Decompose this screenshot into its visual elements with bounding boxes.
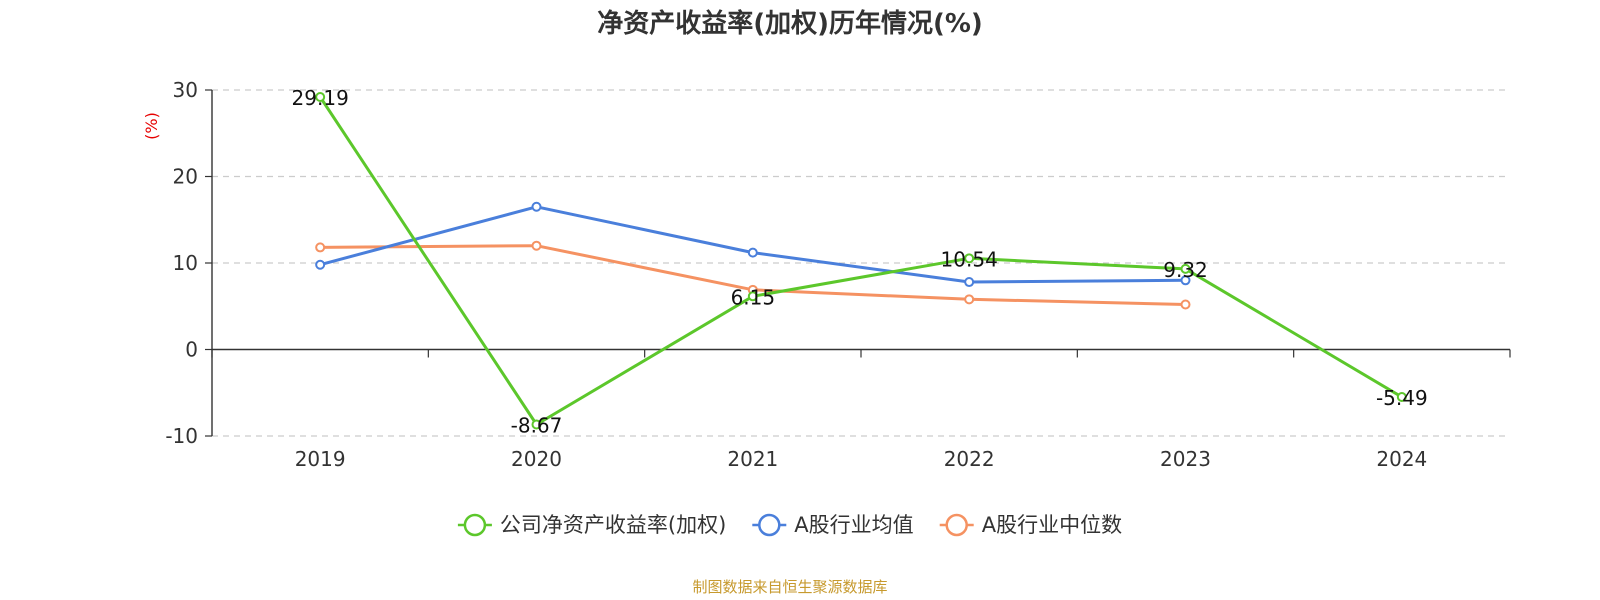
series-point[interactable] (1180, 263, 1191, 274)
series (315, 92, 1407, 430)
grid (212, 89, 1510, 437)
series-line (318, 96, 1403, 426)
chart-title: 净资产收益率(加权)历年情况(%) (597, 8, 983, 39)
series-point[interactable] (531, 419, 542, 430)
legend-label: A股行业均值 (794, 513, 913, 537)
legend-item[interactable]: 公司净资产收益率(加权) (457, 513, 726, 537)
data-label: 9.32 (1163, 258, 1208, 282)
series-point[interactable] (1180, 299, 1191, 310)
series-point[interactable] (1396, 391, 1407, 402)
legend-circle-icon (758, 513, 781, 537)
x-tick-label: 2024 (1376, 447, 1427, 471)
axes: -10 0 10 20 30 2019 2020 2021 2022 2023 2024 (165, 78, 1511, 471)
legend-label: 公司净资产收益率(加权) (500, 513, 726, 537)
y-tick-label: 30 (173, 78, 198, 102)
data-label: 29.19 (292, 86, 349, 110)
series-point[interactable] (964, 294, 975, 305)
x-tick-label: 2020 (511, 447, 562, 471)
series-point[interactable] (964, 253, 975, 264)
series-point[interactable] (964, 277, 975, 288)
legend-item[interactable]: A股行业中位数 (939, 513, 1122, 537)
series-point[interactable] (1180, 275, 1191, 286)
source-note: 制图数据来自恒生聚源数据库 (692, 578, 887, 596)
legend-label: A股行业中位数 (982, 513, 1122, 537)
data-labels: 29.19 -8.67 6.15 10.54 9.32 -5.49 (292, 86, 1428, 437)
series-line (319, 205, 1186, 284)
series-point[interactable] (747, 291, 758, 302)
legend-item[interactable]: A股行业均值 (752, 513, 914, 537)
series-point[interactable] (531, 240, 542, 251)
series-point[interactable] (531, 201, 542, 212)
x-tick-label: 2023 (1160, 447, 1211, 471)
x-tick-label: 2019 (295, 447, 346, 471)
x-tick-label: 2021 (727, 447, 778, 471)
y-tick-label: -10 (165, 424, 198, 448)
series-point[interactable] (315, 259, 326, 270)
data-label: 6.15 (731, 285, 776, 309)
y-tick-label: 0 (185, 338, 198, 362)
series-point[interactable] (315, 242, 326, 253)
y-axis-label: (%) (142, 112, 161, 140)
legend[interactable]: 公司净资产收益率(加权) A股行业均值 A股行业中位数 (457, 513, 1122, 537)
y-tick-label: 20 (173, 165, 198, 189)
data-label: -8.67 (511, 413, 563, 437)
legend-circle-icon (463, 513, 487, 537)
data-label: 10.54 (941, 247, 998, 271)
series-point[interactable] (315, 92, 326, 103)
legend-circle-icon (945, 513, 968, 537)
series-point[interactable] (747, 247, 758, 258)
data-label: -5.49 (1376, 386, 1428, 410)
x-tick-label: 2022 (944, 447, 995, 471)
y-tick-label: 10 (173, 251, 198, 275)
